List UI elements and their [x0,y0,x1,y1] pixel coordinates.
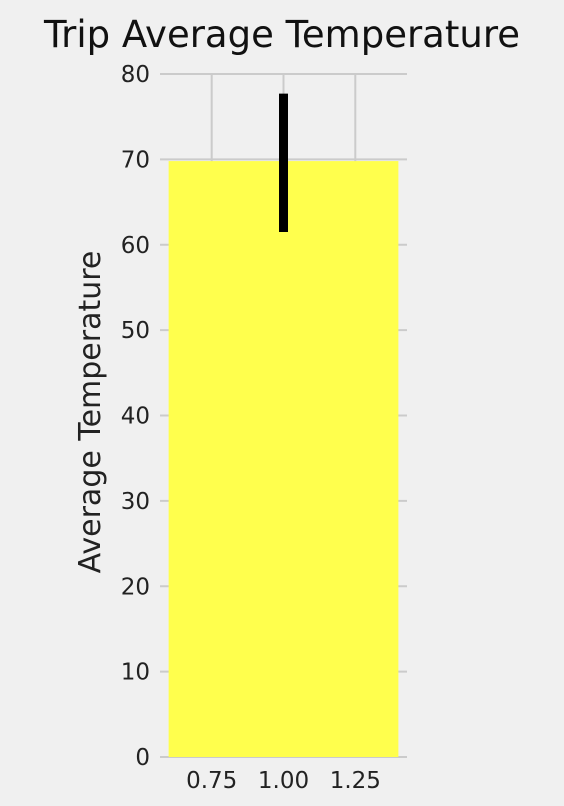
y-tick-label: 50 [121,318,150,344]
bar [168,161,399,757]
x-tick-label: 1.25 [330,768,381,794]
y-tick-label: 30 [121,489,150,515]
chart-title: Trip Average Temperature [43,13,520,56]
y-tick-label: 0 [135,745,150,771]
y-tick-label: 10 [121,660,150,686]
y-tick-label: 70 [121,147,150,173]
x-axis-ticks: 0.75 1.00 1.25 [186,768,381,794]
x-tick-label: 1.00 [258,768,309,794]
y-tick-label: 20 [121,574,150,600]
y-tick-label: 40 [121,404,150,430]
y-tick-label: 80 [121,62,150,88]
y-axis-label: Average Temperature [73,251,108,574]
bar-group [168,161,399,757]
y-axis-ticks: 0 10 20 30 40 50 60 70 80 [121,62,150,771]
x-tick-label: 0.75 [186,768,237,794]
y-tick-label: 60 [121,233,150,259]
